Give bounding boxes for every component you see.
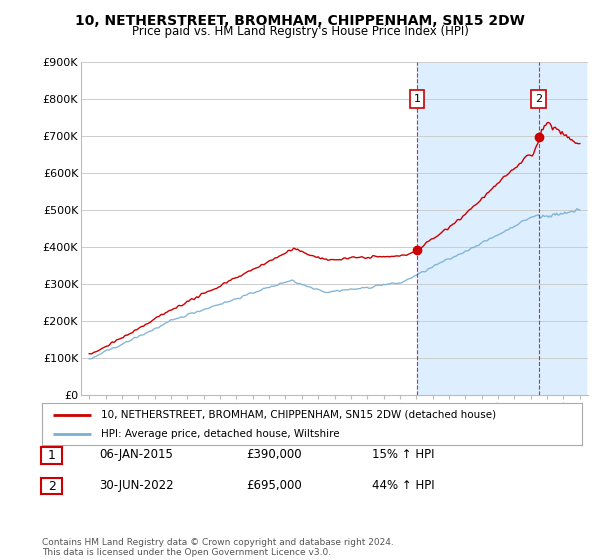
Text: HPI: Average price, detached house, Wiltshire: HPI: Average price, detached house, Wilt… <box>101 429 340 439</box>
Text: £695,000: £695,000 <box>246 479 302 492</box>
Text: Price paid vs. HM Land Registry's House Price Index (HPI): Price paid vs. HM Land Registry's House … <box>131 25 469 38</box>
Text: 2: 2 <box>535 94 542 104</box>
Text: 10, NETHERSTREET, BROMHAM, CHIPPENHAM, SN15 2DW: 10, NETHERSTREET, BROMHAM, CHIPPENHAM, S… <box>75 14 525 28</box>
Text: 1: 1 <box>47 449 56 462</box>
Text: 06-JAN-2015: 06-JAN-2015 <box>99 448 173 461</box>
Text: 10, NETHERSTREET, BROMHAM, CHIPPENHAM, SN15 2DW (detached house): 10, NETHERSTREET, BROMHAM, CHIPPENHAM, S… <box>101 409 497 419</box>
Text: 2: 2 <box>47 479 56 493</box>
Text: Contains HM Land Registry data © Crown copyright and database right 2024.
This d: Contains HM Land Registry data © Crown c… <box>42 538 394 557</box>
Text: 30-JUN-2022: 30-JUN-2022 <box>99 479 173 492</box>
Text: £390,000: £390,000 <box>246 448 302 461</box>
Text: 44% ↑ HPI: 44% ↑ HPI <box>372 479 434 492</box>
Bar <box>417 62 586 395</box>
Text: 1: 1 <box>413 94 421 104</box>
Text: 15% ↑ HPI: 15% ↑ HPI <box>372 448 434 461</box>
